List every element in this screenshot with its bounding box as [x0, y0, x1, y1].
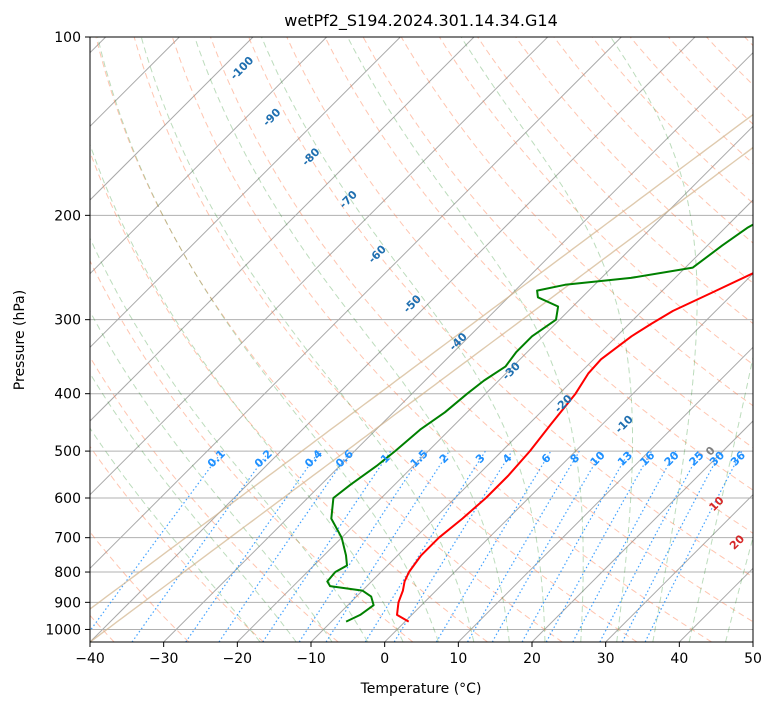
y-tick-label: 900: [54, 595, 81, 611]
isotherm-line: [384, 272, 753, 642]
x-tick-label: −40: [75, 651, 105, 667]
y-tick-label: 400: [54, 387, 81, 403]
dry-adiabat-line: [515, 37, 753, 284]
mixing-ratio-line: [393, 450, 513, 642]
x-tick-label: 30: [597, 651, 615, 667]
dewpoint-profile-line: [326, 223, 753, 623]
dry-adiabat-line: [591, 37, 753, 204]
mixing-ratio-line: [545, 450, 653, 642]
mixing-ratio-line: [185, 450, 320, 642]
mixing-ratio-line: [218, 450, 351, 642]
isotherm-line: [605, 493, 753, 642]
moist-adiabat-line: [261, 37, 546, 642]
mixing-ratio-line: [90, 450, 223, 632]
mixing-ratio-line: [521, 450, 631, 642]
moist-adiabat-line: [90, 427, 261, 642]
y-tick-label: 800: [54, 565, 81, 581]
mixing-ratio-line: [644, 450, 743, 642]
moist-adiabat-line: [90, 143, 404, 642]
mixing-ratio-line: [298, 450, 425, 642]
dry-adiabat-line: [133, 37, 638, 642]
temperature-profile-line: [396, 272, 753, 623]
moist-adiabat-line: [90, 372, 297, 642]
dry-adiabat-line: [477, 37, 753, 325]
mixing-ratio-line: [131, 450, 270, 642]
isotherm-line: [236, 125, 753, 642]
isotherm-line: [163, 51, 753, 642]
isotherm-line: [90, 37, 696, 642]
isotherm-line: [90, 37, 475, 422]
isotherm-line: [90, 37, 328, 275]
y-tick-label: 200: [54, 208, 81, 224]
dry-adiabat-line: [400, 37, 753, 407]
dry-adiabat-line: [171, 37, 712, 642]
data-lines: [326, 223, 753, 623]
axis-ticks: −40 −30 −20 −10 0 10 20 30 40 50 100 200 300 400 500 60…: [45, 30, 762, 667]
isotherm-line: [90, 37, 549, 496]
x-tick-label: −30: [149, 651, 179, 667]
plot-frame: [89, 36, 754, 643]
moist-adiabat-line: [610, 37, 698, 642]
moist-adiabat-line: [194, 37, 510, 642]
x-tick-label: −10: [296, 651, 326, 667]
x-tick-label: 20: [523, 651, 541, 667]
moist-adiabat-line: [140, 37, 475, 642]
moist-adiabat-line: [460, 37, 633, 642]
y-tick-label: 300: [54, 313, 81, 329]
x-tick-label: 0: [380, 651, 389, 667]
moist-adiabat-line: [725, 535, 753, 642]
x-tick-label: 10: [449, 651, 467, 667]
mixing-ratio-line: [325, 450, 450, 642]
background-lines: [90, 37, 753, 642]
isotherm-line: [90, 37, 254, 201]
y-tick-label: 1000: [45, 622, 81, 638]
y-tick-label: 600: [54, 491, 81, 507]
dry-adiabat-line: [95, 37, 563, 642]
dry-adiabat-line: [324, 37, 753, 491]
isotherm-line: [457, 346, 753, 642]
isotherm-line: [310, 199, 753, 642]
dry-adiabat-line: [90, 445, 264, 642]
chart-title: wetPf2_S194.2024.301.14.34.G14: [284, 11, 558, 31]
x-tick-label: −20: [223, 651, 253, 667]
y-tick-label: 500: [54, 444, 81, 460]
moist-adiabat-line: [90, 310, 333, 642]
y-tick-label: 700: [54, 531, 81, 547]
x-tick-label: 40: [670, 651, 688, 667]
isotherm-line: [90, 37, 622, 570]
dry-adiabat-line: [210, 37, 753, 623]
mixing-ratio-line: [572, 450, 677, 642]
dry-adiabat-line: [362, 37, 753, 449]
moist-adiabat-line: [688, 354, 753, 642]
mixing-ratio-line: [262, 450, 392, 642]
dry-adiabat-line: [629, 37, 753, 165]
isotherm-line: [90, 37, 401, 349]
lcl-curve: [90, 146, 753, 642]
y-tick-label: 100: [54, 30, 81, 46]
x-axis-label: Temperature (°C): [360, 681, 482, 697]
lcl-curve: [90, 113, 753, 610]
moist-adiabat-line: [347, 37, 584, 642]
x-tick-label: 50: [744, 651, 762, 667]
isotherm-line: [531, 420, 753, 642]
moist-adiabat-line: [97, 37, 439, 642]
y-axis-label: Pressure (hPa): [12, 290, 28, 390]
dry-adiabat-line: [90, 259, 414, 642]
dry-adiabat-line: [248, 37, 753, 578]
